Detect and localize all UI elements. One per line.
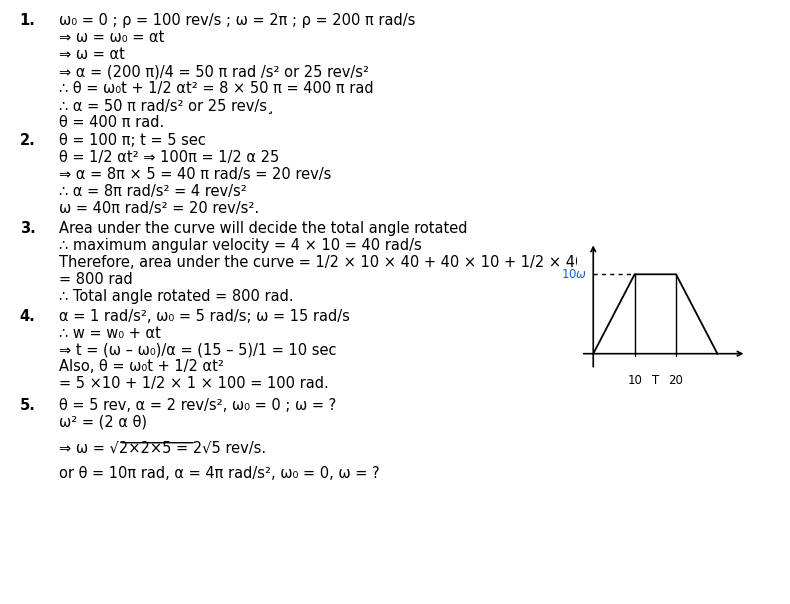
Text: ω = 40π rad/s² = 20 rev/s².: ω = 40π rad/s² = 20 rev/s². (59, 201, 259, 216)
Text: Area under the curve will decide the total angle rotated: Area under the curve will decide the tot… (59, 221, 468, 236)
Text: θ = 5 rev, α = 2 rev/s², ω₀ = 0 ; ω = ?: θ = 5 rev, α = 2 rev/s², ω₀ = 0 ; ω = ? (59, 398, 337, 413)
Text: = 5 ×10 + 1/2 × 1 × 100 = 100 rad.: = 5 ×10 + 1/2 × 1 × 100 = 100 rad. (59, 376, 329, 391)
Text: Also, θ = ω₀t + 1/2 αt²: Also, θ = ω₀t + 1/2 αt² (59, 359, 224, 374)
Text: or θ = 10π rad, α = 4π rad/s², ω₀ = 0, ω = ?: or θ = 10π rad, α = 4π rad/s², ω₀ = 0, ω… (59, 466, 380, 481)
Text: 10$\omega$: 10$\omega$ (561, 268, 587, 281)
Text: 4.: 4. (20, 309, 36, 324)
Text: ⇒ α = 8π × 5 = 40 π rad/s = 20 rev/s: ⇒ α = 8π × 5 = 40 π rad/s = 20 rev/s (59, 167, 332, 182)
Text: θ = 1/2 αt² ⇒ 100π = 1/2 α 25: θ = 1/2 αt² ⇒ 100π = 1/2 α 25 (59, 150, 280, 165)
Text: Therefore, area under the curve = 1/2 × 10 × 40 + 40 × 10 + 1/2 × 40 × 10: Therefore, area under the curve = 1/2 × … (59, 255, 625, 270)
Text: 3.: 3. (20, 221, 36, 236)
Text: T: T (652, 373, 659, 387)
Text: 2.: 2. (20, 133, 36, 149)
Text: ∴ maximum angular velocity = 4 × 10 = 40 rad/s: ∴ maximum angular velocity = 4 × 10 = 40… (59, 238, 422, 253)
Text: ∴ α = 8π rad/s² = 4 rev/s²: ∴ α = 8π rad/s² = 4 rev/s² (59, 184, 247, 199)
Text: ∴ θ = ω₀t + 1/2 αt² = 8 × 50 π = 400 π rad: ∴ θ = ω₀t + 1/2 αt² = 8 × 50 π = 400 π r… (59, 81, 374, 96)
Text: ∴ w = w₀ + αt: ∴ w = w₀ + αt (59, 326, 161, 341)
Text: ω² = (2 α θ): ω² = (2 α θ) (59, 415, 147, 430)
Text: ∴ α = 50 π rad/s² or 25 rev/s¸: ∴ α = 50 π rad/s² or 25 rev/s¸ (59, 98, 274, 113)
Text: 1.: 1. (20, 13, 36, 28)
Text: = 800 rad: = 800 rad (59, 272, 133, 287)
Text: 10: 10 (627, 373, 642, 387)
Text: θ = 100 π; t = 5 sec: θ = 100 π; t = 5 sec (59, 133, 206, 149)
Text: ⇒ ω = αt: ⇒ ω = αt (59, 47, 125, 62)
Text: ⇒ ω = √2×2×5 = 2√5 rev/s.: ⇒ ω = √2×2×5 = 2√5 rev/s. (59, 441, 266, 456)
Text: ∴ Total angle rotated = 800 rad.: ∴ Total angle rotated = 800 rad. (59, 289, 294, 304)
Text: ⇒ ω = ω₀ = αt: ⇒ ω = ω₀ = αt (59, 30, 164, 45)
Text: ω₀ = 0 ; ρ = 100 rev/s ; ω = 2π ; ρ = 200 π rad/s: ω₀ = 0 ; ρ = 100 rev/s ; ω = 2π ; ρ = 20… (59, 13, 416, 28)
Text: ⇒ α = (200 π)/4 = 50 π rad /s² or 25 rev/s²: ⇒ α = (200 π)/4 = 50 π rad /s² or 25 rev… (59, 64, 369, 79)
Text: 20: 20 (668, 373, 683, 387)
Text: α = 1 rad/s², ω₀ = 5 rad/s; ω = 15 rad/s: α = 1 rad/s², ω₀ = 5 rad/s; ω = 15 rad/s (59, 309, 350, 324)
Text: θ = 400 π rad.: θ = 400 π rad. (59, 115, 164, 130)
Text: 5.: 5. (20, 398, 36, 413)
Text: ⇒ t = (ω – ω₀)/α = (15 – 5)/1 = 10 sec: ⇒ t = (ω – ω₀)/α = (15 – 5)/1 = 10 sec (59, 342, 337, 358)
